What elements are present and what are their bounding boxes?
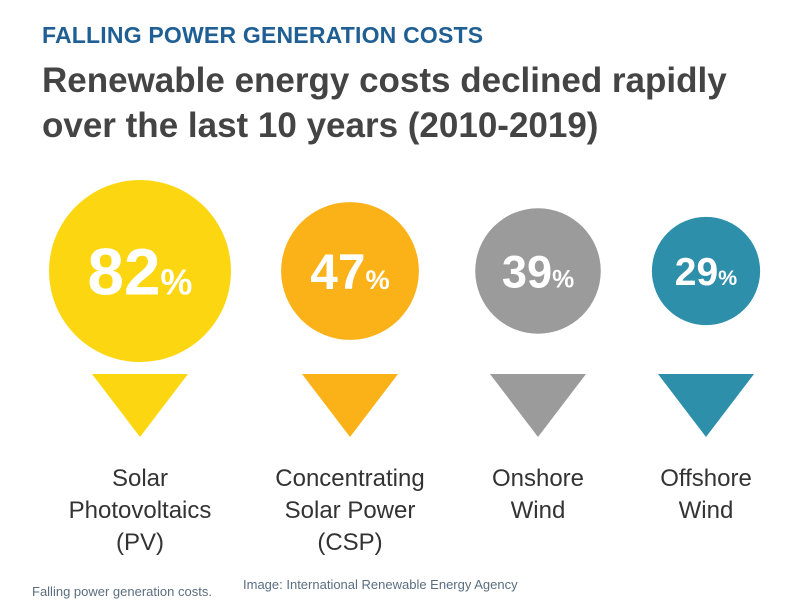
bubble-value-label-1: 47% (310, 244, 389, 300)
category-label-0: Solar Photovoltaics (PV) (69, 465, 212, 556)
pointer-triangle-2 (490, 374, 586, 437)
chart-headline: Renewable energy costs declined rapidly … (42, 61, 727, 145)
chart-kicker: FALLING POWER GENERATION COSTS (42, 22, 484, 48)
caption-text: Falling power generation costs. (32, 584, 212, 599)
category-label-1: Concentrating Solar Power (CSP) (275, 465, 424, 556)
category-label-3: Offshore Wind (660, 465, 752, 524)
bubble-value-label-0: 82% (88, 236, 193, 309)
bubble-0 (49, 180, 231, 362)
bubble-3 (651, 216, 761, 326)
category-label-2: Onshore Wind (492, 465, 584, 524)
bubble-2 (475, 208, 601, 334)
pointer-triangle-1 (302, 374, 398, 437)
bubble-value-label-3: 29% (675, 251, 737, 294)
image-credit: Image: International Renewable Energy Ag… (243, 577, 518, 592)
pointer-triangle-0 (92, 374, 188, 437)
bubble-1 (281, 202, 419, 340)
bubble-value-label-2: 39% (502, 246, 574, 297)
pointer-triangle-3 (658, 374, 754, 437)
